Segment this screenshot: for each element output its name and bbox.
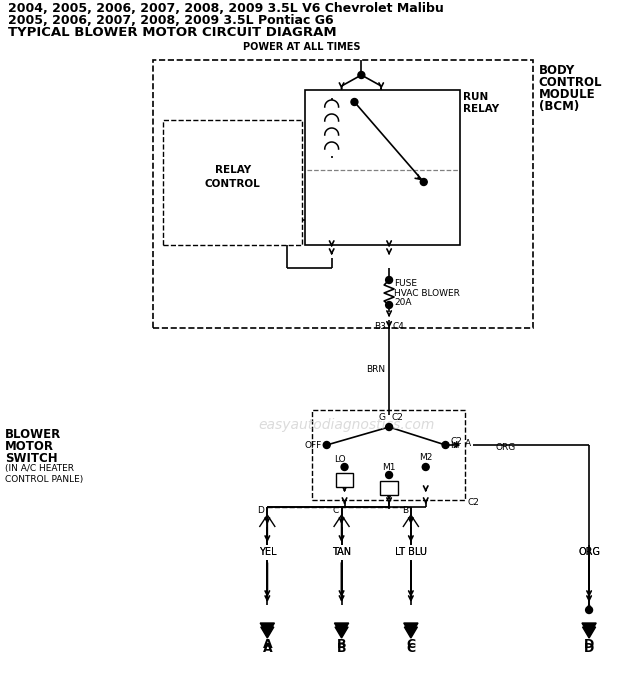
Text: ORG: ORG [578, 547, 600, 557]
Bar [305, 90, 460, 245]
Text: M1: M1 [383, 463, 396, 472]
Circle shape [386, 302, 392, 309]
Text: G: G [378, 413, 385, 422]
Text: TAN: TAN [332, 547, 351, 557]
Text: B: B [337, 638, 346, 651]
Text: BLOWER: BLOWER [5, 428, 61, 441]
Text: HVAC BLOWER: HVAC BLOWER [394, 289, 460, 298]
Text: YEL: YEL [258, 547, 276, 557]
Circle shape [386, 424, 392, 430]
Text: FUSE: FUSE [394, 279, 417, 288]
Text: CONTROL: CONTROL [205, 179, 261, 189]
Text: C2: C2 [467, 498, 479, 507]
Text: C: C [332, 506, 339, 515]
Text: C: C [406, 642, 415, 655]
Circle shape [358, 71, 365, 78]
Text: (BCM): (BCM) [538, 100, 579, 113]
Text: B: B [402, 506, 408, 515]
Text: C: C [406, 638, 415, 651]
Text: TYPICAL BLOWER MOTOR CIRCUIT DIAGRAM: TYPICAL BLOWER MOTOR CIRCUIT DIAGRAM [8, 26, 337, 39]
Circle shape [386, 472, 392, 479]
Text: A: A [263, 638, 272, 651]
Text: (IN A/C HEATER: (IN A/C HEATER [5, 464, 74, 473]
Text: BODY: BODY [538, 64, 575, 77]
Text: C4: C4 [392, 322, 404, 331]
Bar [163, 120, 302, 245]
Text: 2004, 2005, 2006, 2007, 2008, 2009 3.5L V6 Chevrolet Malibu: 2004, 2005, 2006, 2007, 2008, 2009 3.5L … [8, 2, 444, 15]
Text: 20A: 20A [394, 298, 412, 307]
Text: D: D [258, 506, 265, 515]
Bar [380, 481, 398, 495]
Text: M2: M2 [419, 453, 433, 462]
Text: LT BLU: LT BLU [395, 547, 427, 557]
Text: CONTROL PANLE): CONTROL PANLE) [5, 475, 83, 484]
Text: A: A [263, 642, 272, 655]
Text: BRN: BRN [366, 365, 385, 374]
Text: B3: B3 [375, 322, 386, 331]
Polygon shape [583, 627, 596, 638]
Text: ORG: ORG [578, 547, 600, 557]
Text: OFF: OFF [305, 440, 322, 449]
Text: LO: LO [334, 455, 345, 464]
Text: D: D [584, 638, 594, 651]
Text: YEL: YEL [258, 547, 276, 557]
Circle shape [323, 442, 330, 449]
Polygon shape [260, 623, 274, 635]
Text: C2: C2 [451, 437, 462, 446]
Text: D: D [584, 642, 594, 655]
Circle shape [420, 178, 427, 186]
Text: LT BLU: LT BLU [395, 547, 427, 557]
Text: TAN: TAN [332, 547, 351, 557]
Text: MOTOR: MOTOR [5, 440, 54, 453]
Text: CONTROL: CONTROL [538, 76, 602, 89]
Text: POWER AT ALL TIMES: POWER AT ALL TIMES [243, 42, 361, 52]
Polygon shape [404, 623, 418, 635]
Text: A: A [465, 440, 472, 449]
Text: ORG: ORG [495, 443, 515, 452]
Text: RELAY: RELAY [214, 165, 251, 175]
Polygon shape [335, 627, 348, 638]
Text: easyautodiagnostics.com: easyautodiagnostics.com [258, 418, 434, 432]
Bar [153, 60, 533, 328]
Circle shape [586, 606, 593, 613]
Polygon shape [582, 623, 596, 635]
Polygon shape [404, 627, 417, 638]
Polygon shape [334, 623, 349, 635]
Text: C2: C2 [391, 413, 403, 422]
Circle shape [422, 463, 429, 470]
Circle shape [442, 442, 449, 449]
Bar [336, 473, 353, 487]
Circle shape [351, 99, 358, 106]
Text: SWITCH: SWITCH [5, 452, 57, 465]
Text: HI: HI [451, 440, 460, 449]
Circle shape [386, 276, 392, 284]
Text: MODULE: MODULE [538, 88, 595, 101]
Text: RELAY: RELAY [464, 104, 499, 114]
Text: 2005, 2006, 2007, 2008, 2009 3.5L Pontiac G6: 2005, 2006, 2007, 2008, 2009 3.5L Pontia… [8, 14, 334, 27]
Text: RUN: RUN [464, 92, 489, 102]
Text: B: B [337, 642, 346, 655]
Circle shape [341, 463, 348, 470]
Polygon shape [261, 627, 274, 638]
Bar [312, 410, 465, 500]
